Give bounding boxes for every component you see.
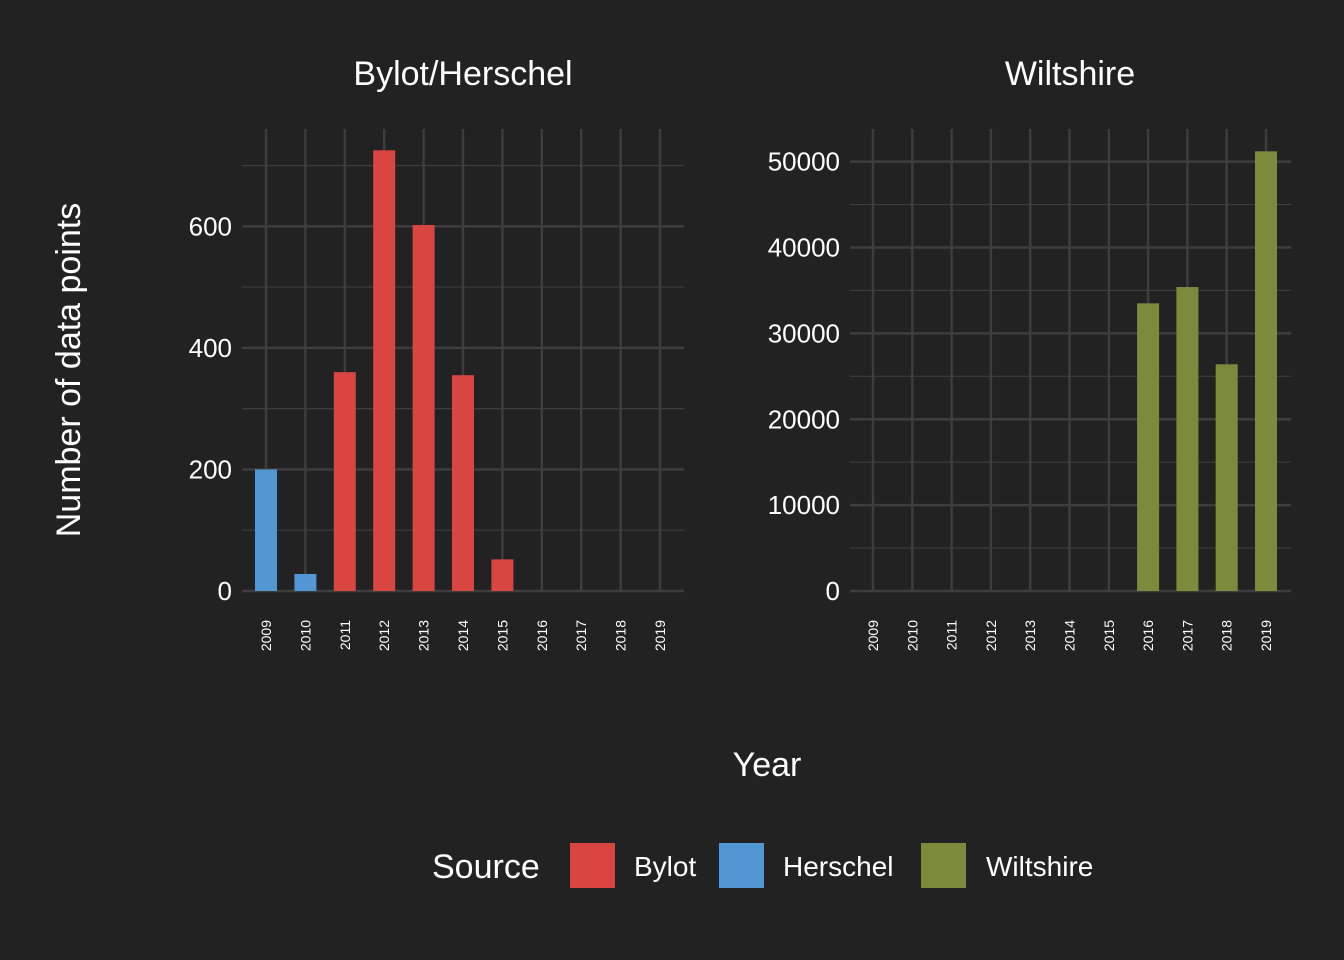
bar-bylot-2013 <box>412 225 435 591</box>
bar-herschel-2010 <box>294 573 317 591</box>
bar-bylot-2011 <box>333 372 356 591</box>
x-tick-label: 2016 <box>534 620 550 651</box>
x-tick-label: 2015 <box>494 620 510 651</box>
x-tick-label: 2018 <box>613 620 629 651</box>
bar-wiltshire-2018 <box>1215 364 1238 591</box>
legend-label-bylot: Bylot <box>634 851 696 882</box>
bar-wiltshire-2017 <box>1176 287 1199 591</box>
x-tick-label: 2011 <box>944 620 960 650</box>
x-tick-label: 2019 <box>1258 620 1274 651</box>
panel-wiltshire: Wiltshire 0 10000 20000 30000 40000 50000 2009 2… <box>768 55 1291 651</box>
x-tick-label: 2013 <box>1022 620 1038 651</box>
bar-wiltshire-2019 <box>1255 151 1277 591</box>
panel-title: Wiltshire <box>1005 55 1135 93</box>
bar-wiltshire-2016 <box>1137 303 1160 591</box>
legend-swatch-wiltshire <box>921 843 966 888</box>
y-tick-label: 30000 <box>768 318 840 348</box>
y-tick-label: 0 <box>826 576 840 606</box>
y-tick-label: 20000 <box>768 404 840 434</box>
x-tick-label: 2015 <box>1101 620 1117 651</box>
legend-swatch-herschel <box>719 843 764 888</box>
bar-bylot-2014 <box>452 375 474 591</box>
x-axis-label: Year <box>733 746 802 784</box>
y-tick-label: 400 <box>189 333 232 363</box>
legend-title: Source <box>432 848 540 886</box>
panel-title: Bylot/Herschel <box>353 55 572 93</box>
x-tick-label: 2012 <box>376 620 392 651</box>
x-tick-label: 2009 <box>865 620 881 651</box>
x-tick-label: 2010 <box>904 620 920 651</box>
y-tick-label: 50000 <box>768 147 840 177</box>
x-tick-label: 2013 <box>416 620 432 651</box>
x-tick-label: 2014 <box>455 620 471 651</box>
y-tick-label: 40000 <box>768 233 840 263</box>
x-tick-label: 2012 <box>983 620 999 651</box>
legend: Source Bylot Herschel Wiltshire <box>432 843 1093 888</box>
x-tick-label: 2016 <box>1140 620 1156 651</box>
y-axis-label: Number of data points <box>50 203 88 538</box>
y-tick-label: 0 <box>218 576 232 606</box>
bar-bylot-2015 <box>491 559 514 591</box>
legend-swatch-bylot <box>570 843 615 888</box>
bar-bylot-2012 <box>373 150 396 592</box>
y-tick-label: 10000 <box>768 490 840 520</box>
x-tick-label: 2014 <box>1062 620 1078 651</box>
x-tick-label: 2019 <box>652 620 668 651</box>
y-tick-label: 600 <box>189 211 232 241</box>
bar-herschel-2009 <box>255 469 277 591</box>
y-tick-label: 200 <box>189 454 232 484</box>
legend-label-herschel: Herschel <box>783 851 893 882</box>
x-tick-label: 2018 <box>1219 620 1235 651</box>
x-tick-label: 2011 <box>337 620 353 650</box>
x-tick-label: 2009 <box>258 620 274 651</box>
panel-bylot-herschel: Bylot/Herschel 0 200 400 600 2009 2010 2011 2012… <box>189 55 684 651</box>
x-tick-label: 2017 <box>1179 620 1195 651</box>
x-tick-label: 2017 <box>573 620 589 651</box>
legend-label-wiltshire: Wiltshire <box>986 851 1093 882</box>
x-tick-label: 2010 <box>297 620 313 651</box>
